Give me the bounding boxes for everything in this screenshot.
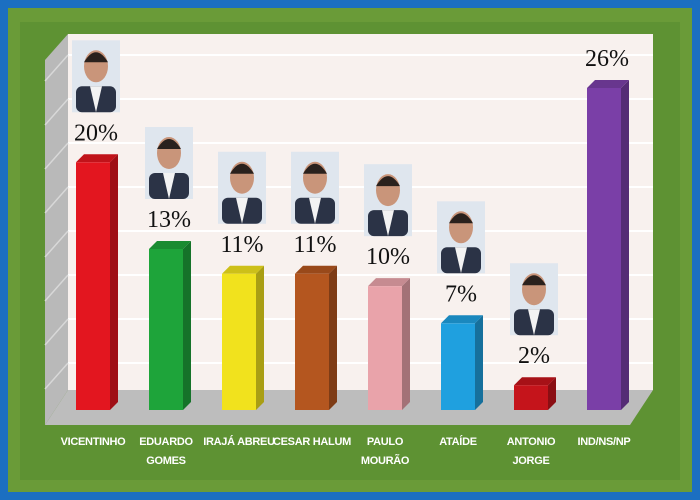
bar: [222, 273, 256, 410]
value-label: 7%: [445, 281, 477, 307]
bar-side: [548, 377, 556, 410]
grid-line: [44, 362, 69, 390]
value-label: 26%: [585, 46, 629, 72]
bar: [295, 273, 329, 410]
portrait-hair: [84, 52, 108, 63]
grid-line: [44, 318, 69, 346]
portrait-shirt: [309, 197, 321, 224]
side-wall: [45, 34, 68, 425]
x-tick-label: VICENTINHO: [60, 436, 126, 448]
x-tick-label: IRAJÁ ABREU: [203, 436, 275, 448]
value-label: 11%: [220, 232, 263, 258]
floor: [45, 390, 653, 425]
portrait: [291, 151, 339, 224]
bar-top: [587, 80, 629, 88]
portrait-hair: [376, 176, 400, 187]
portrait-shirt: [90, 86, 102, 113]
x-tick-label: CESAR HALUM: [273, 436, 351, 448]
bar: [514, 385, 548, 410]
portrait-shirt: [236, 197, 248, 224]
bar-side: [329, 265, 337, 410]
value-label: 11%: [293, 232, 336, 258]
portrait-shirt: [455, 247, 467, 274]
portrait-hair: [157, 139, 181, 149]
bar: [587, 88, 621, 410]
bar-top: [222, 265, 264, 274]
value-label: 13%: [147, 207, 191, 233]
bar-top: [368, 278, 410, 287]
x-tick-label: ANTONIO JORGE: [506, 436, 556, 467]
bar: [149, 249, 183, 410]
bar-side: [256, 265, 264, 410]
portrait-shirt: [163, 173, 175, 199]
portrait: [364, 164, 412, 237]
portrait-hair: [522, 275, 546, 286]
portrait-shirt: [382, 210, 394, 237]
bar-side: [402, 278, 410, 410]
bar: [76, 162, 110, 410]
bar-side: [621, 80, 629, 410]
grid-line: [44, 98, 69, 126]
bar-top: [76, 154, 118, 163]
value-label: 10%: [366, 244, 410, 270]
portrait-shirt: [528, 309, 540, 336]
bar-side: [183, 241, 191, 410]
x-tick-label: ATAÍDE: [439, 436, 477, 448]
bar-side: [110, 154, 118, 410]
value-label: 20%: [74, 120, 118, 146]
grid-line: [44, 54, 69, 82]
portrait: [218, 151, 266, 224]
portrait-hair: [303, 163, 327, 174]
x-tick-label: EDUARDO GOMES: [139, 436, 193, 467]
bar: [441, 323, 475, 410]
grid-line: [44, 142, 69, 170]
bar-top: [441, 315, 483, 324]
value-label: 2%: [518, 343, 550, 369]
grid-line: [44, 186, 69, 214]
x-tick-label: IND/NS/NP: [577, 436, 631, 448]
portrait: [437, 201, 485, 274]
bar-top: [514, 377, 556, 386]
bar-top: [149, 241, 191, 249]
portrait: [145, 127, 193, 199]
portrait-hair: [449, 213, 473, 224]
portrait: [510, 263, 558, 336]
bar-side: [475, 315, 483, 410]
grid-line: [44, 230, 69, 258]
x-tick-label: PAULO MOURÃO: [360, 436, 410, 467]
bar: [368, 286, 402, 410]
grid-line: [44, 274, 69, 302]
portrait: [72, 40, 120, 113]
bar-top: [295, 265, 337, 274]
portrait-hair: [230, 163, 254, 174]
